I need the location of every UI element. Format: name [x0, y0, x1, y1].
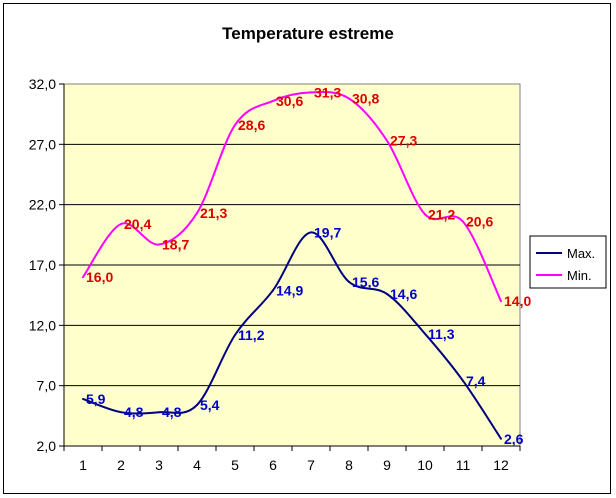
x-tick-label: 2 [117, 457, 125, 473]
data-label-max: 14,9 [276, 282, 303, 298]
y-tick-label: 32,0 [29, 76, 56, 92]
data-label-min: 18,7 [162, 236, 189, 252]
x-tick-label: 11 [456, 457, 471, 473]
data-label-max: 4,8 [124, 404, 144, 420]
data-point-min [158, 243, 160, 246]
legend-box [529, 235, 607, 289]
y-tick-label: 22,0 [29, 197, 56, 213]
data-label-max: 14,6 [390, 286, 417, 302]
data-point-max [424, 332, 426, 335]
y-tick-label: 2,0 [37, 438, 57, 454]
data-point-min [82, 276, 84, 279]
data-point-max [82, 397, 84, 400]
data-label-min: 31,3 [314, 84, 341, 100]
data-label-min: 27,3 [390, 133, 417, 149]
data-point-max [272, 289, 274, 292]
data-label-max: 15,6 [352, 274, 379, 290]
data-point-max [196, 403, 198, 406]
x-tick-label: 9 [383, 457, 391, 473]
chart-title: Temperature estreme [222, 24, 394, 43]
data-label-max: 5,4 [200, 397, 220, 413]
data-point-max [462, 379, 464, 382]
data-label-min: 28,6 [238, 117, 265, 133]
data-point-min [500, 300, 502, 303]
data-label-min: 21,3 [200, 205, 227, 221]
data-label-max: 11,3 [428, 326, 455, 342]
data-label-min: 16,0 [86, 269, 113, 285]
x-tick-label: 1 [79, 457, 87, 473]
data-label-max: 19,7 [314, 224, 341, 240]
y-tick-label: 12,0 [29, 317, 56, 333]
data-point-min [196, 212, 198, 215]
x-tick-label: 6 [269, 457, 277, 473]
series-line-min [82, 91, 502, 302]
data-point-max [500, 437, 502, 440]
data-point-min [462, 220, 464, 223]
data-label-min: 21,2 [428, 206, 455, 222]
data-point-max [234, 333, 236, 336]
data-label-max: 4,8 [162, 404, 182, 420]
x-tick-label: 4 [193, 457, 201, 473]
data-label-max: 7,4 [466, 373, 486, 389]
legend-label-min: Min. [567, 268, 592, 283]
data-point-min [120, 222, 122, 225]
x-tick-label: 10 [417, 457, 433, 473]
data-label-min: 30,8 [352, 90, 379, 106]
data-label-max: 11,2 [238, 327, 265, 343]
x-tick-label: 8 [345, 457, 353, 473]
data-point-max [386, 292, 388, 295]
y-tick-label: 7,0 [37, 378, 57, 394]
legend: Max. Min. [529, 235, 607, 289]
data-point-max [310, 231, 312, 234]
data-point-min [424, 213, 426, 216]
data-point-max [120, 411, 122, 414]
x-tick-label: 7 [307, 457, 315, 473]
data-point-min [234, 124, 236, 127]
data-label-min: 30,6 [276, 93, 303, 109]
y-tick-label: 27,0 [29, 136, 56, 152]
data-label-max: 2,6 [504, 431, 524, 447]
data-label-min: 20,4 [124, 216, 151, 232]
y-tick-label: 17,0 [29, 257, 56, 273]
data-point-min [386, 139, 388, 142]
data-point-min [348, 97, 350, 100]
x-tick-label: 5 [231, 457, 239, 473]
data-label-min: 20,6 [466, 214, 493, 230]
data-point-min [272, 99, 274, 102]
x-tick-label: 12 [493, 457, 509, 473]
x-tick-label: 3 [155, 457, 163, 473]
data-point-min [310, 91, 312, 94]
legend-label-max: Max. [567, 246, 595, 261]
data-label-min: 14,0 [504, 293, 531, 309]
data-label-max: 5,9 [86, 391, 106, 407]
data-point-max [348, 280, 350, 283]
data-point-max [158, 411, 160, 414]
